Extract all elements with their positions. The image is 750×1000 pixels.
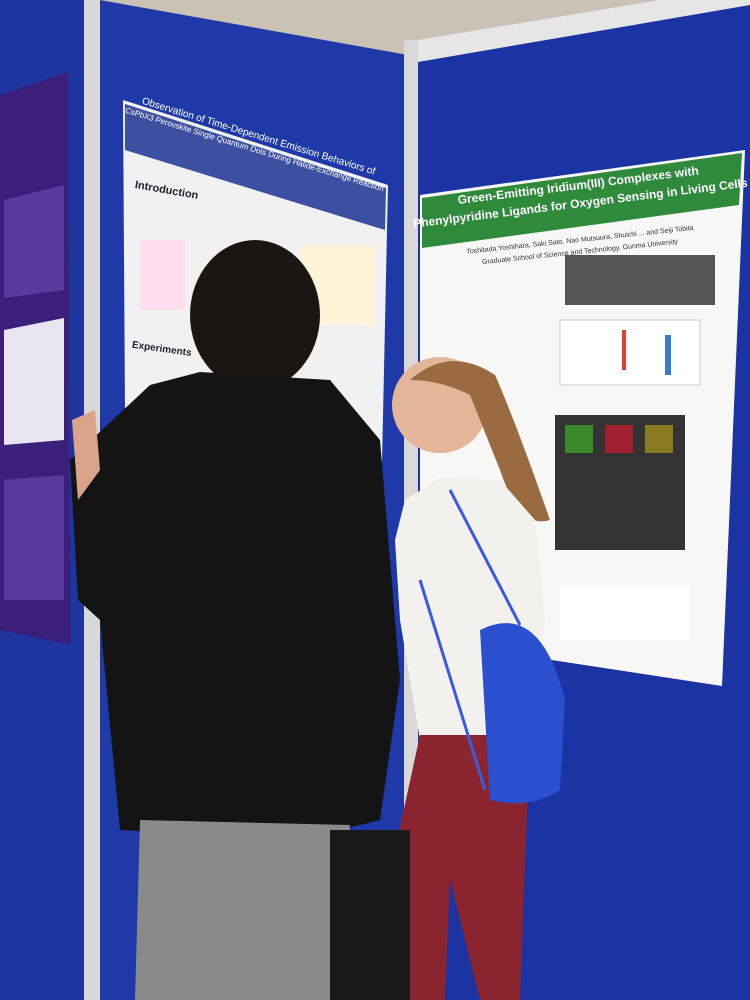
figure-bar [622, 330, 626, 370]
figure [140, 240, 185, 310]
woman-hair [410, 361, 550, 522]
man-hand [72, 410, 100, 500]
man-head [190, 240, 320, 390]
poster-header [422, 153, 742, 248]
figure-bar [665, 335, 671, 375]
backpack [480, 623, 565, 804]
cell-image [605, 425, 633, 453]
bag [330, 830, 410, 1000]
man-jacket [70, 372, 400, 840]
cell-image [645, 425, 673, 453]
bar-figure [559, 319, 701, 386]
man-trousers [135, 820, 350, 1000]
backpack-strap [418, 489, 522, 791]
micrographs [565, 255, 715, 305]
bar-figure [560, 585, 690, 640]
poster-header [125, 104, 386, 230]
poster-block [4, 475, 64, 600]
board-frame [418, 0, 750, 62]
poster-block [4, 185, 64, 298]
poster-block [4, 318, 64, 445]
cell-image [565, 425, 593, 453]
